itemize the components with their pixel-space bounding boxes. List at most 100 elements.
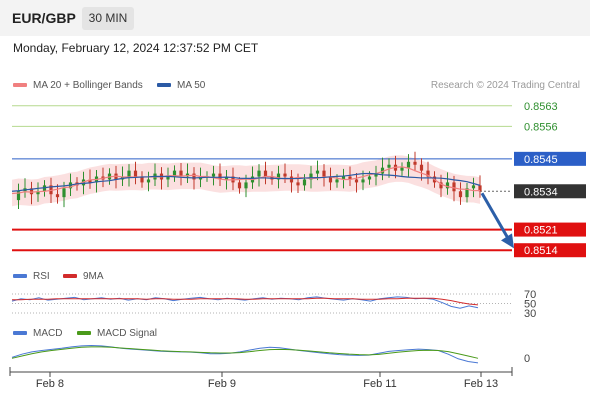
legend-rsi-ma-label: 9MA: [83, 271, 104, 282]
source-credit: Research © 2024 Trading Central: [430, 80, 580, 91]
forecast-arrow-shaft: [480, 192, 510, 240]
candle-body: [471, 185, 476, 189]
rsi-ma-swatch: [63, 274, 77, 279]
x-tick-label: Feb 9: [208, 378, 236, 390]
chart-datetime: Monday, February 12, 2024 12:37:52 PM CE…: [13, 41, 259, 55]
ma50-line: [11, 172, 481, 192]
candle-body: [419, 164, 424, 171]
candle-body: [335, 179, 339, 183]
macd-swatch: [13, 331, 27, 336]
macd-signal-swatch: [77, 331, 91, 336]
candle-body: [140, 176, 144, 183]
candle-body: [127, 170, 131, 177]
symbol-title: EUR/GBP: [12, 10, 76, 26]
candle-body: [263, 170, 268, 177]
legend-macd: MACD: [13, 328, 62, 339]
candle-body: [276, 173, 281, 180]
legend-macd-signal-label: MACD Signal: [97, 328, 158, 339]
candle-body: [185, 173, 190, 177]
top-bar: EUR/GBP 30 MIN: [0, 0, 590, 36]
candle-body: [88, 179, 92, 183]
legend-rsi: RSI: [13, 271, 50, 282]
rsi-tick-50: 50: [524, 299, 536, 311]
candle-body: [465, 188, 469, 198]
level-tag-0-8521: [514, 222, 586, 237]
legend-macd-signal: MACD Signal: [77, 328, 157, 339]
legend-rsi-ma: 9MA: [63, 271, 104, 282]
candle-body: [133, 170, 138, 177]
level-label-0-8534: 0.8534: [524, 186, 558, 198]
candle-body: [400, 167, 404, 171]
candle-body: [309, 173, 313, 180]
candle-body: [426, 170, 430, 177]
level-tag-0-8545: [514, 151, 586, 166]
legend-macd-label: MACD: [33, 328, 63, 339]
candle-body: [244, 182, 248, 189]
candle-body: [302, 179, 307, 186]
level-label-0-8563: 0.8563: [524, 101, 558, 113]
legend-ma20: MA 20 + Bollinger Bands: [13, 80, 143, 91]
candle-body: [406, 161, 411, 168]
candle-body: [218, 173, 222, 180]
rsi-ma-line: [12, 297, 479, 306]
candle-body: [296, 182, 300, 186]
timeframe-button[interactable]: 30 MIN: [82, 7, 134, 30]
candle-body: [478, 185, 482, 192]
candle-body: [16, 191, 21, 201]
candle-body: [380, 167, 385, 174]
candle-body: [211, 173, 216, 177]
candle-body: [341, 176, 346, 180]
level-tag-0-8534: [514, 184, 586, 199]
x-tick-label: Feb 11: [363, 378, 396, 390]
candle-body: [315, 170, 320, 174]
level-label-0-8545: 0.8545: [524, 154, 558, 166]
forecast-arrow-head: [501, 233, 514, 249]
candle-body: [439, 182, 443, 189]
candle-body: [367, 176, 372, 180]
ma20-swatch: [13, 83, 27, 88]
x-tick-label: Feb 8: [36, 378, 64, 390]
candle-body: [387, 164, 391, 168]
candle-body: [289, 176, 294, 183]
candle-body: [374, 173, 378, 177]
macd-tick-0: 0: [524, 353, 530, 365]
candle-body: [179, 170, 183, 177]
candle-body: [283, 173, 287, 177]
candle-body: [452, 182, 456, 192]
candle-body: [354, 179, 359, 183]
candle-body: [36, 191, 40, 195]
ma20-line: [11, 166, 481, 195]
legend-ma50: MA 50: [157, 80, 205, 91]
candle-body: [55, 194, 60, 198]
level-tag-0-8514: [514, 243, 586, 258]
level-label-0-8514: 0.8514: [524, 245, 558, 257]
rsi-swatch: [13, 274, 27, 279]
candle-body: [445, 182, 450, 189]
candle-body: [172, 170, 177, 177]
candle-body: [62, 188, 66, 198]
level-label-0-8556: 0.8556: [524, 121, 558, 133]
rsi-tick-30: 30: [524, 308, 536, 320]
macd-signal-line: [11, 346, 479, 359]
legend-rsi-label: RSI: [33, 271, 50, 282]
candle-body: [322, 170, 326, 177]
legend-ma50-label: MA 50: [177, 80, 206, 91]
candle-body: [328, 176, 333, 183]
candle-body: [49, 185, 53, 195]
candle-body: [257, 170, 261, 177]
candle-body: [348, 176, 352, 180]
candle-body: [166, 176, 170, 180]
level-label-0-8521: 0.8521: [524, 225, 558, 237]
x-tick-label: Feb 13: [464, 378, 498, 390]
candle-body: [413, 161, 417, 165]
candle-body: [361, 179, 365, 183]
candle-body: [146, 179, 151, 183]
legend-ma20-label: MA 20 + Bollinger Bands: [33, 80, 143, 91]
candle-body: [458, 191, 463, 198]
ma50-swatch: [157, 83, 171, 88]
candle-body: [237, 182, 242, 189]
candle-body: [224, 176, 229, 180]
rsi-tick-70: 70: [524, 289, 536, 301]
